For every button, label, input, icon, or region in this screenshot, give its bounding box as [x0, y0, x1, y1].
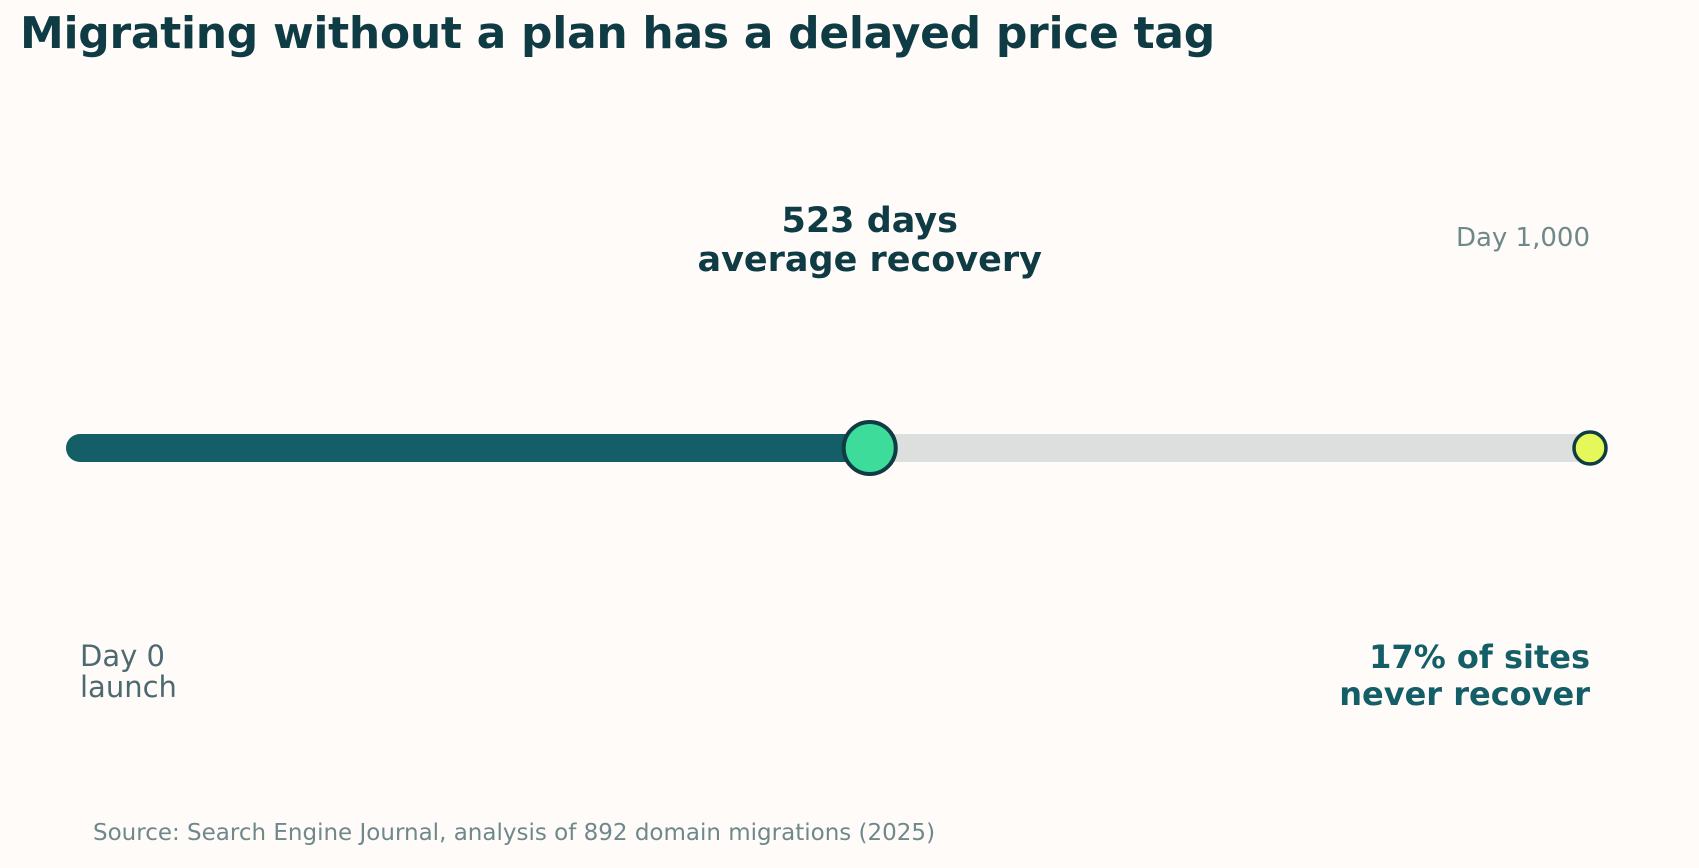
- end-marker: [1572, 430, 1608, 466]
- start-day-label: Day 0: [80, 639, 165, 673]
- never-recover-percent-label: 17% of sites: [1369, 638, 1590, 676]
- chart-title: Migrating without a plan has a delayed p…: [20, 8, 1215, 59]
- end-day-label: Day 1,000: [1456, 223, 1590, 253]
- source-note: Source: Search Engine Journal, analysis …: [93, 820, 936, 846]
- progress-marker: [841, 420, 898, 476]
- never-recover-caption-label: never recover: [1339, 675, 1590, 713]
- marker-value-label: 523 days: [781, 201, 958, 241]
- start-caption-label: launch: [80, 670, 177, 704]
- marker-caption-label: average recovery: [698, 240, 1043, 280]
